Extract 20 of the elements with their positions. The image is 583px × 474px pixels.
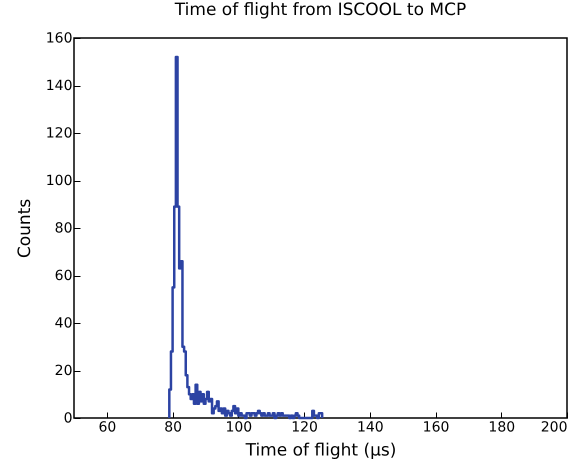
x-tick-label: 140 (356, 420, 384, 436)
y-tick-label: 20 (54, 363, 72, 379)
x-tick-label: 60 (98, 420, 116, 436)
y-tick-label: 120 (46, 126, 72, 142)
x-tick-label: 180 (488, 420, 516, 436)
y-tick-label: 40 (54, 316, 72, 332)
x-tick-label: 120 (291, 420, 318, 436)
y-tick-label: 140 (46, 78, 72, 94)
y-axis-title: Counts (14, 198, 35, 258)
x-tick-label: 200 (540, 420, 568, 436)
x-tick-label: 100 (225, 420, 252, 436)
y-tick-label: 80 (54, 220, 72, 236)
x-axis-title: Time of flight (μs) (244, 440, 396, 460)
x-tick-label: 80 (164, 420, 182, 436)
y-tick-label: 60 (54, 268, 72, 284)
chart-title: Time of flight from ISCOOL to MCP (174, 0, 466, 20)
y-tick-label: 160 (46, 30, 72, 46)
x-tick-label: 160 (422, 420, 450, 436)
y-tick-label: 0 (64, 410, 72, 426)
y-tick-label: 100 (46, 173, 72, 189)
